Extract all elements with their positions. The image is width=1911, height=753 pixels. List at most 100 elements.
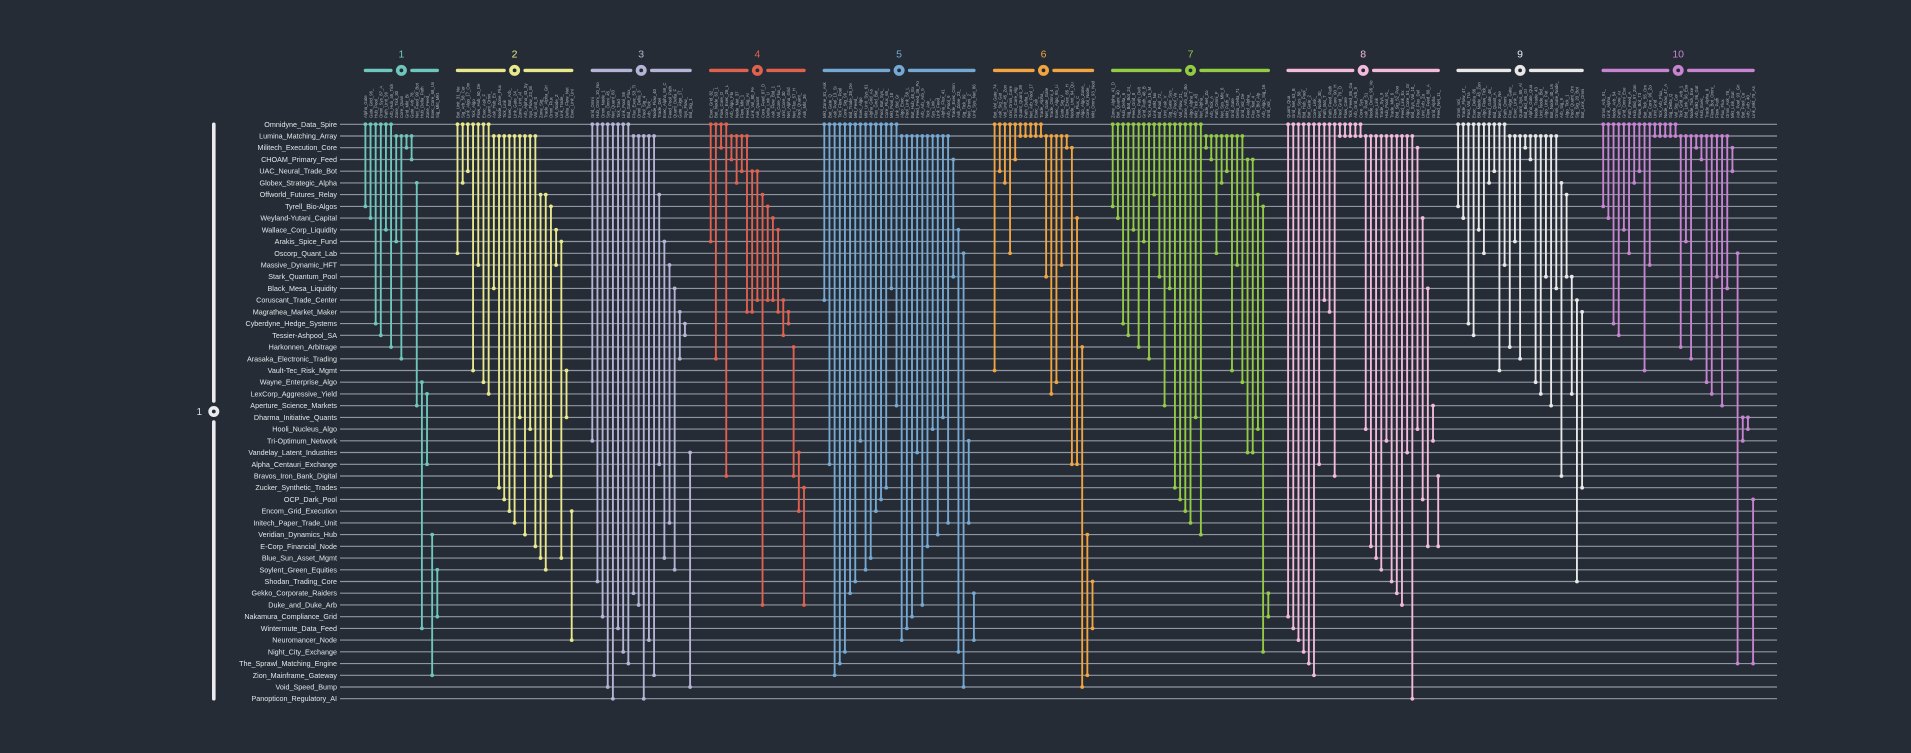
svg-text:Algo_Algo_Zone_: Algo_Algo_Zone_ [1080,83,1085,118]
svg-text:Initech_Paper_Trade_Unit: Initech_Paper_Trade_Unit [253,518,337,527]
svg-text:Omni_Ask_78_: Omni_Ask_78_ [1725,88,1730,118]
svg-text:Bid_Gate_Flux_: Bid_Gate_Flux_ [626,87,631,118]
svg-text:Exec_Bot_Arb_: Exec_Bot_Arb_ [507,88,512,118]
svg-text:Alpha_Grid_As: Alpha_Grid_As [869,89,874,118]
svg-text:Tick_Link: Tick_Link [502,99,507,118]
svg-text:9: 9 [1517,49,1523,61]
svg-text:Pool_Link_58_L: Pool_Link_58_L [905,87,910,118]
svg-text:Vol_Node_Z: Vol_Node_Z [554,94,559,118]
svg-text:Net_Gate_Gate: Net_Gate_Gate [1044,87,1049,118]
svg-text:Link_Gate_24_: Link_Gate_24_ [512,88,517,118]
svg-text:Duke_and_Duke_Arb: Duke_and_Duke_Arb [268,600,337,609]
svg-text:Bot_Link_Omni: Bot_Link_Omni [1580,89,1585,118]
svg-text:Grid_Alpha: Grid_Alpha [1431,96,1436,118]
svg-text:Tick_Algo: Tick_Algo [471,99,476,118]
svg-text:Sig_Mkt_Mkt: Sig_Mkt_Mkt [435,92,440,118]
svg-text:Core_Flux_65_: Core_Flux_65_ [884,88,889,118]
svg-text:Arb_Algo_Sig_16: Arb_Algo_Sig_16 [1261,84,1266,118]
svg-text:Arb_Arb_Arb_9: Arb_Arb_Arb_9 [920,88,925,118]
svg-text:Ask_Pool_51: Ask_Pool_51 [1364,92,1369,118]
svg-text:Unit_Node_Bid_: Unit_Node_Bid_ [1539,86,1544,118]
svg-text:Feed_Sig_Ar: Feed_Sig_Ar [745,92,750,118]
svg-text:OCP_Dark_Pool: OCP_Dark_Pool [284,495,338,504]
svg-text:Panopticon_Regulatory_AI: Panopticon_Regulatory_AI [251,694,337,703]
svg-text:Ask_Flow_Bid_1: Ask_Flow_Bid_1 [771,85,776,118]
svg-text:Arb_Hub_45_Tick: Arb_Hub_45_Tick [389,83,394,118]
svg-text:Arakis_Spice_Fund: Arakis_Spice_Fund [275,237,337,246]
svg-text:Flux_Algo_Gate_: Flux_Algo_Gate_ [1508,84,1513,118]
svg-text:Zone_Sig_: Zone_Sig_ [538,97,543,118]
svg-text:Algo_Alpha_T: Algo_Alpha_T [1188,91,1193,118]
svg-text:Flow_Hub_50_De: Flow_Hub_50_De [476,83,481,118]
svg-text:Arb_Pool_9: Arb_Pool_9 [946,95,951,118]
svg-text:1: 1 [398,49,404,61]
svg-text:Trade_Alpha_8: Trade_Alpha_8 [1704,88,1709,118]
svg-text:Core_Vol_Node_: Core_Vol_Node_ [1085,85,1090,118]
svg-text:Gate_Grid_96_: Gate_Grid_96_ [368,88,373,118]
svg-text:Quant_Quant_39: Quant_Quant_39 [1018,84,1023,118]
svg-text:Hub_Bid_97_Zon: Hub_Bid_97_Zon [1632,84,1637,118]
svg-text:Omni_Gate_Node_: Omni_Gate_Node_ [1554,80,1559,118]
svg-text:Vol_Flow_21_: Vol_Flow_21_ [1178,90,1183,118]
svg-text:Bot_Tick_55_Om: Bot_Tick_55_Om [1642,85,1647,118]
svg-text:Tick_Flow_Pool: Tick_Flow_Pool [838,88,843,118]
svg-text:Arb_Grid_Arb_9: Arb_Grid_Arb_9 [1353,86,1358,118]
svg-text:Dharma_Initiative_Quants: Dharma_Initiative_Quants [254,413,338,422]
svg-text:Trade_Del: Trade_Del [657,98,662,118]
svg-text:Mkt_Path_Ar: Mkt_Path_Ar [1225,93,1230,118]
svg-text:Exec_Delta_86_: Exec_Delta_86_ [1471,86,1476,118]
svg-text:Unit_Ask_V: Unit_Ask_V [1162,95,1167,118]
svg-text:Path_Bot_T: Path_Bot_T [1322,95,1327,118]
svg-text:Globex_Strategic_Alpha: Globex_Strategic_Alpha [259,178,337,187]
svg-text:Feed_Pool_Path: Feed_Pool_Path [667,85,672,118]
svg-text:Flow_Core_D: Flow_Core_D [719,92,724,118]
svg-text:2: 2 [512,49,518,61]
svg-text:Bravos_Iron_Bank_Digital: Bravos_Iron_Bank_Digital [254,472,338,481]
svg-text:Arb_Tick_: Arb_Tick_ [647,98,652,118]
svg-text:Path_Omni_F: Path_Omni_F [1214,91,1219,118]
svg-text:Node_Arb_54: Node_Arb_54 [1611,91,1616,118]
svg-text:Harkonnen_Arbitrage: Harkonnen_Arbitrage [269,343,337,352]
svg-text:Zone_Arb_82_Bo: Zone_Arb_82_Bo [1183,84,1188,118]
svg-text:Bot_Unit_31_Ne: Bot_Unit_31_Ne [455,86,460,118]
svg-text:Net_Alpha_Grid: Net_Alpha_Grid [786,87,791,118]
svg-text:Bid_Sys_Vol_10_: Bid_Sys_Vol_10_ [1410,84,1415,118]
svg-text:Black_Mesa_Liquidity: Black_Mesa_Liquidity [267,284,337,293]
svg-text:Arb_Alpha_43_Sy: Arb_Alpha_43_Sy [523,83,528,118]
svg-text:Encom_Grid_Execution: Encom_Grid_Execution [261,507,337,516]
svg-text:Tick_Ask_: Tick_Ask_ [925,98,930,118]
svg-text:Node_Trade_43: Node_Trade_43 [1533,86,1538,118]
svg-text:Tick_Hub_15_M: Tick_Hub_15_M [1147,86,1152,118]
svg-text:Link_Trade_: Link_Trade_ [559,94,564,118]
svg-text:7: 7 [1188,49,1194,61]
svg-text:Bid_Trade_38_De: Bid_Trade_38_De [848,83,853,118]
svg-text:Bid_Pool_72_: Bid_Pool_72_ [1157,91,1162,118]
svg-text:Pool_Sig_4: Pool_Sig_4 [642,95,647,118]
svg-text:UAC_Neural_Trade_Bot: UAC_Neural_Trade_Bot [259,167,337,176]
svg-text:Exec_Algo: Exec_Algo [858,97,863,118]
svg-text:Ask_Hub_Ex: Ask_Hub_Ex [492,92,497,118]
svg-text:Link_Bid_Gr: Link_Bid_Gr [894,94,899,118]
svg-text:Flow_Exec_85_H: Flow_Exec_85_H [1065,84,1070,118]
svg-text:Trade_Sys_9: Trade_Sys_9 [1379,92,1384,118]
svg-text:Feed_Net_11_: Feed_Net_11_ [1436,89,1441,118]
svg-text:Sig_Gate_Sys_: Sig_Gate_Sys_ [1168,88,1173,118]
svg-text:Delta_Flow_Net: Delta_Flow_Net [564,87,569,118]
svg-text:Link_Feed_: Link_Feed_ [936,95,941,118]
svg-text:Pool_Vol_Tra: Pool_Vol_Tra [1466,92,1471,118]
svg-text:Veridian_Dynamics_Hub: Veridian_Dynamics_Hub [258,530,337,539]
svg-text:Wayne_Enterprise_Algo: Wayne_Enterprise_Algo [260,378,337,387]
svg-text:Pool_Quant_: Pool_Quant_ [797,92,802,118]
svg-text:Offworld_Futures_Relay: Offworld_Futures_Relay [260,190,338,199]
svg-text:Exec_Link_Uni: Exec_Link_Uni [570,89,575,118]
svg-text:Flow_Core_90_H: Flow_Core_90_H [1333,85,1338,118]
svg-text:Flow_Bot_73: Flow_Bot_73 [1637,92,1642,118]
svg-text:Bid_Sig_1: Bid_Sig_1 [688,98,693,118]
svg-text:Feed_Feed_36_Po: Feed_Feed_36_Po [915,81,920,118]
svg-text:Ask_Pool_13_Si: Ask_Pool_13_Si [832,86,837,118]
svg-text:LexCorp_Aggressive_Yield: LexCorp_Aggressive_Yield [251,389,337,398]
svg-text:Algo_Tick_1: Algo_Tick_1 [1564,94,1569,118]
svg-text:Trade_Omni_4: Trade_Omni_4 [1049,89,1054,118]
svg-text:Shodan_Trading_Core: Shodan_Trading_Core [265,577,337,586]
svg-text:Net_Omni_2: Net_Omni_2 [967,93,972,118]
